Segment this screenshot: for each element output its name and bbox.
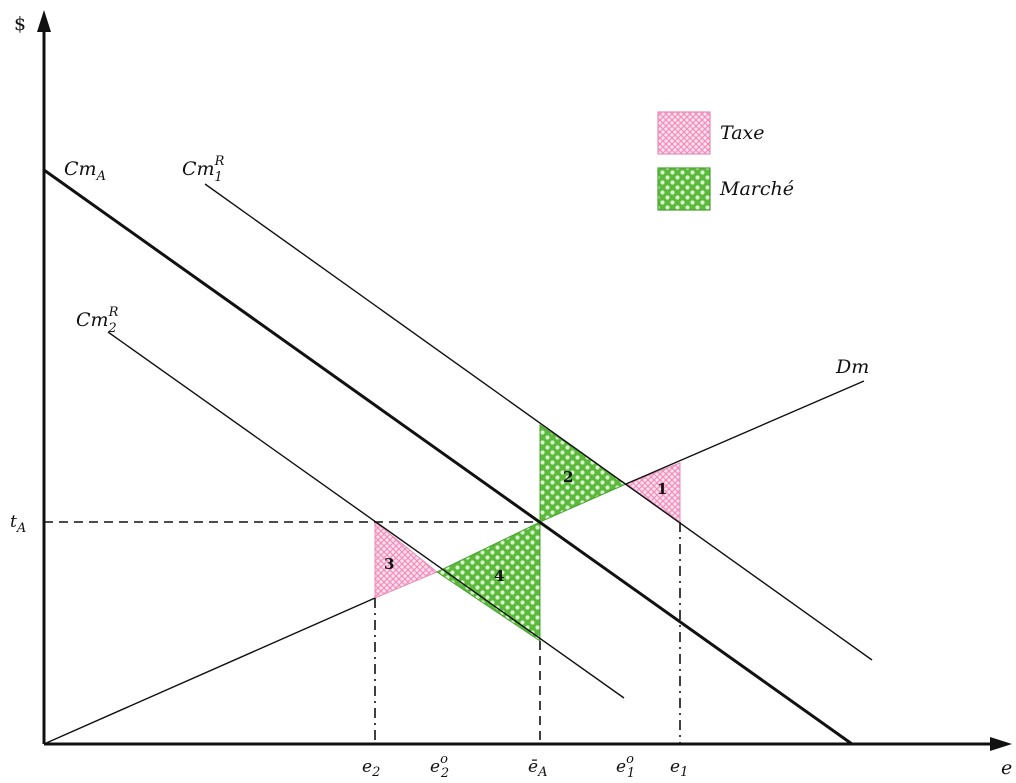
region-2-label: 2 xyxy=(563,468,573,486)
region-2-marche xyxy=(539,424,628,523)
ea-tick-label: ēA xyxy=(528,757,547,778)
legend-marche-label: Marché xyxy=(719,178,794,200)
cm1r-label: CmR 1 xyxy=(182,154,225,185)
e2-tick-label: e2 xyxy=(362,757,380,778)
region-1-label: 1 xyxy=(657,480,667,498)
x-axis-label: e xyxy=(1001,757,1012,778)
x-axis-arrow xyxy=(990,737,1012,751)
legend-taxe-swatch xyxy=(657,111,711,155)
cm2r-label: CmR 2 xyxy=(76,305,119,336)
region-4-marche xyxy=(435,521,541,642)
cm2r-curve xyxy=(107,331,625,699)
region-3-taxe xyxy=(374,520,438,599)
dm-label: Dm xyxy=(835,356,869,378)
legend-marche-swatch xyxy=(657,167,711,211)
region-3-label: 3 xyxy=(384,555,394,573)
y-axis-label: $ xyxy=(14,13,26,35)
dm-curve-upper xyxy=(625,380,865,485)
region-4-label: 4 xyxy=(494,567,504,585)
dm-curve-lower xyxy=(43,597,376,745)
cm1r-curve xyxy=(204,183,873,661)
cm-a-curve xyxy=(43,168,853,746)
cm-a-label: CmA xyxy=(64,158,106,184)
e2o-tick-label: eo 2 xyxy=(430,752,449,778)
e1-tick-label: e1 xyxy=(670,757,688,778)
e1o-tick-label: eo 1 xyxy=(616,752,635,778)
legend-taxe-label: Taxe xyxy=(720,122,765,144)
t-a-tick-label: tA xyxy=(10,512,26,536)
legend: Taxe Marché xyxy=(657,111,794,211)
y-axis-arrow xyxy=(37,10,51,32)
